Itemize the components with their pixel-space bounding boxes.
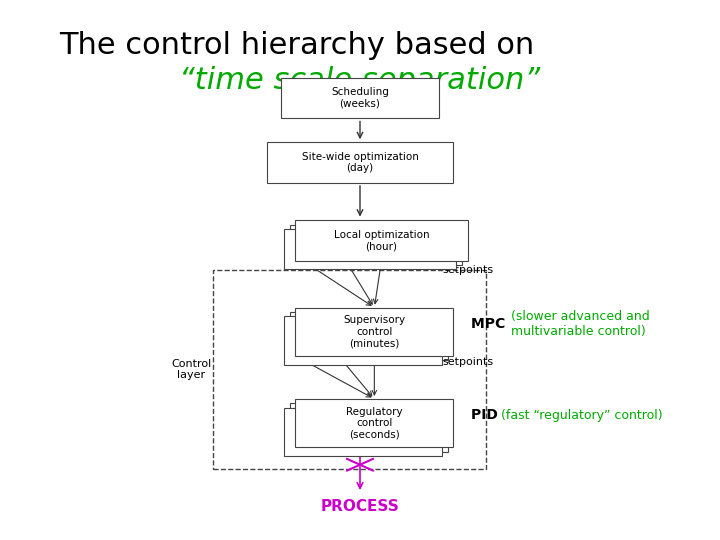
Text: setpoints: setpoints <box>443 357 494 367</box>
FancyBboxPatch shape <box>289 403 448 451</box>
Text: Supervisory
control
(minutes): Supervisory control (minutes) <box>343 315 405 348</box>
FancyBboxPatch shape <box>284 316 442 365</box>
Text: (fast “regulatory” control): (fast “regulatory” control) <box>501 409 663 422</box>
Text: Scheduling
(weeks): Scheduling (weeks) <box>331 87 389 109</box>
Text: Site-wide optimization
(day): Site-wide optimization (day) <box>302 152 418 173</box>
Text: (slower advanced and
multivariable control): (slower advanced and multivariable contr… <box>510 310 649 338</box>
Text: Regulatory
control
(seconds): Regulatory control (seconds) <box>346 407 402 440</box>
FancyBboxPatch shape <box>267 143 453 183</box>
Text: MPC: MPC <box>471 317 510 330</box>
FancyBboxPatch shape <box>281 78 439 118</box>
FancyBboxPatch shape <box>289 225 462 265</box>
Text: PROCESS: PROCESS <box>320 499 400 514</box>
Text: “time scale separation”: “time scale separation” <box>179 66 541 95</box>
Text: PID: PID <box>471 408 503 422</box>
Text: Local optimization
(hour): Local optimization (hour) <box>333 230 429 251</box>
Text: Control
layer: Control layer <box>171 359 212 380</box>
FancyBboxPatch shape <box>295 399 453 447</box>
Text: The control hierarchy based on: The control hierarchy based on <box>59 31 544 60</box>
FancyBboxPatch shape <box>284 229 456 269</box>
Bar <box>213 270 485 469</box>
Text: setpoints: setpoints <box>443 265 494 275</box>
FancyBboxPatch shape <box>295 308 453 356</box>
FancyBboxPatch shape <box>295 220 467 261</box>
FancyBboxPatch shape <box>284 408 442 456</box>
FancyBboxPatch shape <box>289 312 448 360</box>
